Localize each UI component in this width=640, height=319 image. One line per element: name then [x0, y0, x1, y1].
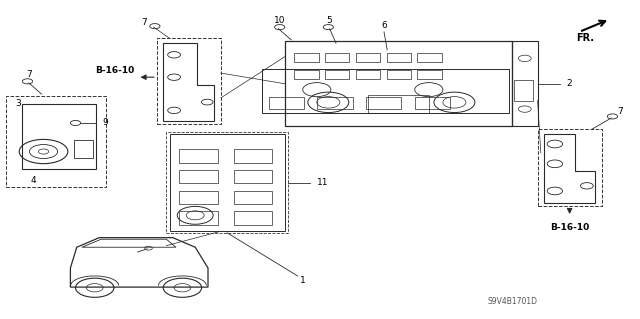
Text: 7: 7 [618, 107, 623, 116]
Text: S9V4B1701D: S9V4B1701D [487, 297, 537, 306]
Text: 9: 9 [102, 118, 108, 128]
Text: 11: 11 [317, 178, 328, 187]
Text: FR.: FR. [576, 33, 594, 43]
Text: 1: 1 [300, 276, 305, 285]
Text: 3: 3 [15, 99, 21, 108]
Text: 7: 7 [141, 18, 147, 27]
Text: B-16-10: B-16-10 [95, 66, 134, 75]
Text: 7: 7 [26, 70, 31, 79]
Text: 4: 4 [31, 176, 36, 185]
Text: 10: 10 [274, 16, 285, 25]
Text: 6: 6 [381, 21, 387, 30]
Text: 5: 5 [327, 16, 332, 25]
Text: 2: 2 [566, 79, 572, 88]
Text: B-16-10: B-16-10 [550, 223, 589, 232]
